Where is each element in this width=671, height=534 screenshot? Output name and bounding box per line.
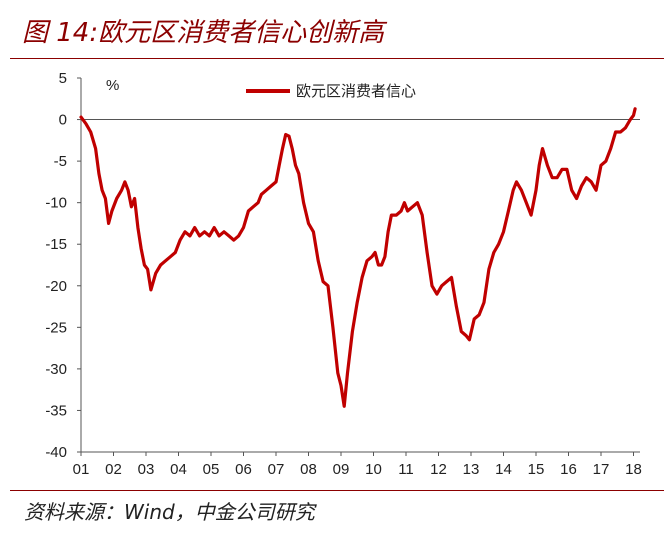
x-tick-label: 06 [235,461,252,478]
x-tick-label: 01 [73,461,90,478]
x-tick-label: 14 [495,461,512,478]
x-tick-label: 11 [398,461,414,478]
x-tick-label: 02 [105,461,122,478]
bottom-divider [10,490,664,491]
y-tick-label: -5 [54,153,67,170]
y-tick-label: -40 [45,444,67,461]
x-tick-label: 17 [593,461,610,478]
x-tick-label: 07 [268,461,285,478]
y-tick-label: -25 [45,319,67,336]
y-axis-unit: % [106,77,119,94]
figure-title: 图 14:欧元区消费者信心创新高 [22,18,385,48]
x-tick-label: 18 [625,461,642,478]
y-tick-label: 5 [59,70,67,87]
x-tick-label: 12 [430,461,447,478]
x-tick-label: 03 [138,461,155,478]
x-tick-label: 13 [463,461,480,478]
y-tick-label: -10 [45,195,67,212]
top-divider [10,58,664,59]
x-tick-label: 16 [560,461,577,478]
legend-label: 欧元区消费者信心 [296,82,416,100]
y-tick-label: 0 [59,112,67,129]
x-tick-label: 15 [528,461,545,478]
series-line [79,107,637,408]
x-tick-label: 04 [170,461,187,478]
y-tick-label: -15 [45,236,67,253]
x-tick-label: 09 [333,461,350,478]
source-note: 资料来源：Wind，中金公司研究 [24,500,315,524]
x-tick-label: 10 [365,461,382,478]
x-tick-label: 08 [300,461,317,478]
y-tick-label: -30 [45,361,67,378]
y-tick-label: -35 [45,402,67,419]
x-tick-label: 05 [203,461,220,478]
y-tick-label: -20 [45,278,67,295]
